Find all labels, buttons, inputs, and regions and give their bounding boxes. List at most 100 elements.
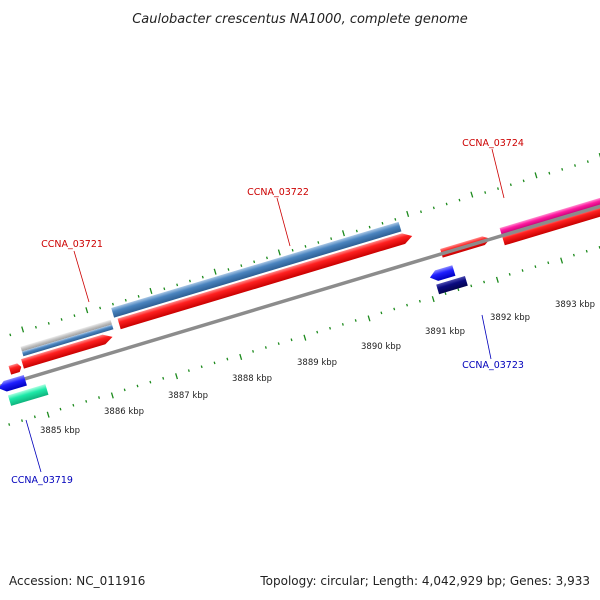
minor-tick <box>226 357 229 361</box>
minor-tick <box>574 164 576 167</box>
minor-tick <box>561 167 564 171</box>
feature-grey[interactable] <box>20 319 112 352</box>
feature-reverse-blue[interactable] <box>428 265 456 283</box>
gene-label-ccna-03724[interactable]: CCNA_03724 <box>462 138 524 199</box>
scale-label: 3893 kbp <box>555 300 595 310</box>
major-tick <box>560 257 564 264</box>
minor-tick <box>240 264 243 267</box>
minor-tick <box>406 303 409 307</box>
major-tick <box>46 411 50 418</box>
major-tick <box>341 230 345 237</box>
minor-tick <box>264 346 267 349</box>
inner-tick-row <box>8 246 600 426</box>
gene-label-ccna-03719[interactable]: CCNA_03719 <box>11 419 73 486</box>
minor-tick <box>201 275 204 279</box>
major-tick <box>85 307 89 314</box>
gene-label-ccna-03722[interactable]: CCNA_03722 <box>247 187 309 247</box>
scale-label: 3886 kbp <box>104 407 144 417</box>
feature-ccna-03721-blue[interactable] <box>21 324 114 357</box>
minor-tick <box>59 407 62 411</box>
minor-tick <box>355 229 358 233</box>
minor-tick <box>98 396 101 399</box>
minor-tick <box>73 314 76 318</box>
major-tick <box>110 392 114 399</box>
minor-tick <box>176 283 179 287</box>
minor-tick <box>162 376 165 380</box>
minor-tick <box>9 333 12 337</box>
scale-label: 3885 kbp <box>40 426 80 436</box>
minor-tick <box>72 403 75 407</box>
feature-small-red[interactable] <box>8 363 23 375</box>
feature-ccna-03719[interactable] <box>7 384 49 406</box>
minor-tick <box>497 187 499 190</box>
minor-tick <box>149 380 152 384</box>
scale-label: 3891 kbp <box>425 327 465 337</box>
leader-line <box>481 314 492 360</box>
minor-tick <box>213 361 216 365</box>
minor-tick <box>432 206 435 210</box>
leader-line <box>276 197 291 247</box>
minor-tick <box>85 400 88 403</box>
major-tick <box>406 210 410 217</box>
minor-tick <box>394 218 397 221</box>
major-tick <box>303 334 307 341</box>
minor-tick <box>253 260 256 264</box>
minor-tick <box>547 261 550 265</box>
minor-tick <box>291 248 294 252</box>
scale-label: 3888 kbp <box>232 374 272 384</box>
gene-label-ccna-03723[interactable]: CCNA_03723 <box>462 314 524 371</box>
minor-tick <box>265 256 268 260</box>
minor-tick <box>252 349 255 353</box>
minor-tick <box>330 237 333 241</box>
feature-ccna-03721[interactable] <box>21 332 114 369</box>
major-tick <box>175 373 179 380</box>
major-tick <box>149 287 153 294</box>
minor-tick <box>200 365 203 369</box>
major-tick <box>239 353 243 360</box>
map-title: Caulobacter crescentus NA1000, complete … <box>132 12 468 27</box>
minor-tick <box>99 306 102 310</box>
minor-tick <box>290 338 293 342</box>
feature-ccna-03724[interactable] <box>499 170 600 235</box>
leader-line <box>73 250 90 303</box>
minor-tick <box>227 268 230 271</box>
minor-tick <box>444 292 447 295</box>
gene-label-ccna-03721[interactable]: CCNA_03721 <box>41 239 103 303</box>
scale-label: 3892 kbp <box>490 313 530 323</box>
minor-tick <box>187 369 190 372</box>
minor-tick <box>124 298 127 302</box>
minor-tick <box>393 307 396 311</box>
major-tick <box>367 315 371 322</box>
feature-ccna-03722[interactable] <box>111 221 402 318</box>
feature-track <box>0 114 600 426</box>
major-tick <box>21 326 25 333</box>
minor-tick <box>368 225 371 229</box>
minor-tick <box>47 321 50 325</box>
gene-label: CCNA_03722 <box>247 187 309 198</box>
minor-tick <box>329 326 332 330</box>
minor-tick <box>123 388 126 392</box>
minor-tick <box>418 299 421 303</box>
scale-label: 3887 kbp <box>168 391 208 401</box>
genome-summary-text: Topology: circular; Length: 4,042,929 bp… <box>259 574 590 588</box>
feature-ccna-03724-red[interactable] <box>501 179 600 246</box>
feature-ccna-03723[interactable] <box>436 276 468 295</box>
minor-tick <box>585 249 588 253</box>
minor-tick <box>60 318 63 321</box>
leader-line <box>25 419 42 473</box>
feature-ccna-03722-red[interactable] <box>117 231 414 330</box>
minor-tick <box>317 241 320 244</box>
major-tick <box>213 268 217 275</box>
accession-text: Accession: NC_011916 <box>9 574 145 588</box>
minor-tick <box>548 171 551 175</box>
minor-tick <box>111 302 114 306</box>
minor-tick <box>381 221 384 225</box>
minor-tick <box>484 191 487 194</box>
outer-tick-row <box>9 153 600 337</box>
minor-tick <box>8 423 11 426</box>
feature-ccna-03719-blue[interactable] <box>0 374 27 394</box>
minor-tick <box>572 253 575 257</box>
minor-tick <box>470 284 473 288</box>
minor-tick <box>188 279 191 283</box>
